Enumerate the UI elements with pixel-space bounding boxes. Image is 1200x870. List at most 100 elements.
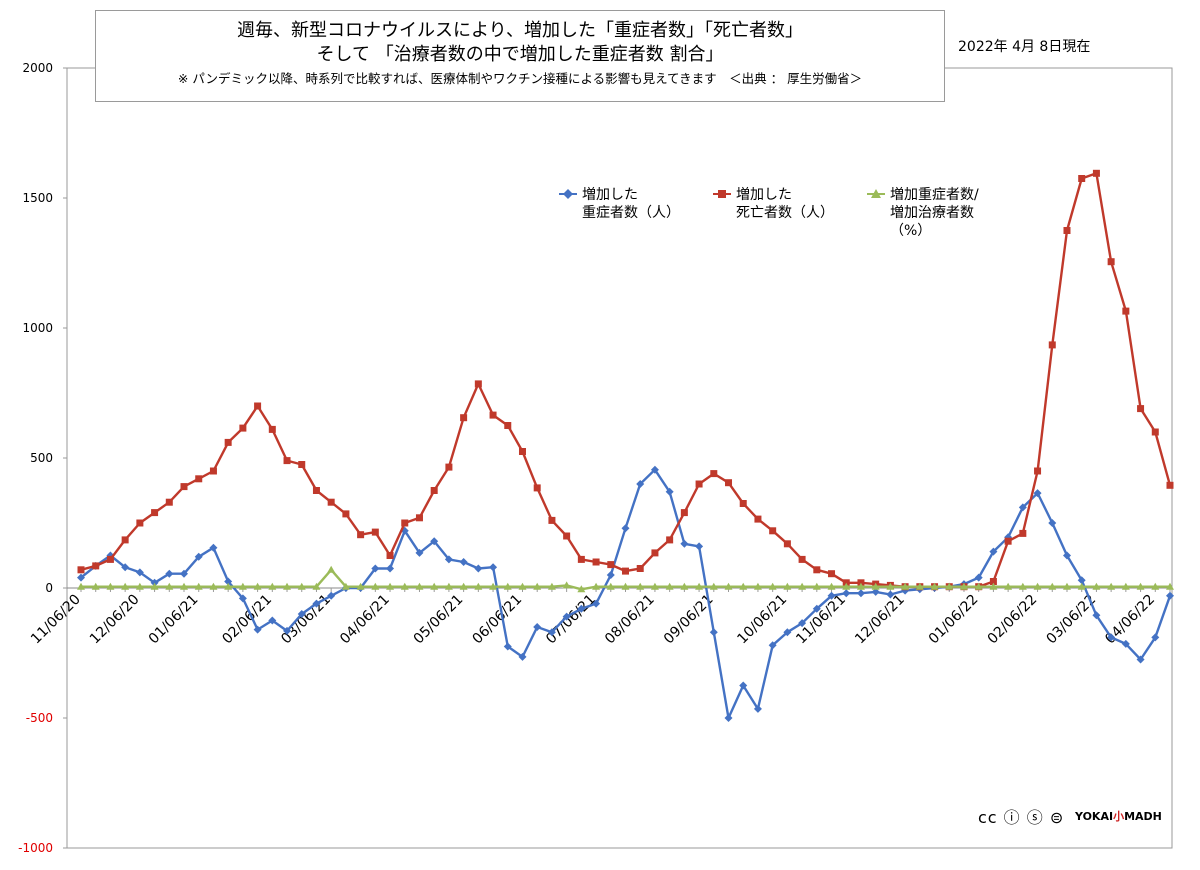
series-line-1: [80, 468, 1172, 720]
series1-point: [327, 591, 336, 600]
series3-point: [194, 582, 203, 590]
series1-point: [856, 589, 865, 598]
series3-point: [547, 582, 556, 590]
series1-point: [489, 563, 498, 572]
series3-point: [1121, 582, 1130, 590]
series3-point: [886, 582, 895, 590]
series2-point: [1004, 537, 1012, 545]
series2-point: [283, 457, 291, 465]
series3-point: [165, 582, 174, 590]
series3-point: [562, 581, 571, 589]
y-tick-label: 2000: [22, 61, 53, 75]
series3-point: [827, 582, 836, 590]
series2-point: [636, 565, 644, 572]
series2-point: [769, 527, 777, 535]
series2-point: [254, 402, 262, 410]
series2-point: [680, 509, 688, 517]
series1-point: [135, 568, 144, 577]
series2-point: [474, 380, 482, 388]
series3-point: [1077, 582, 1086, 590]
series3-point: [577, 585, 586, 593]
x-tick-label: 10/06/21: [734, 592, 790, 648]
series2-point: [445, 463, 453, 471]
chart-title-line1: 週毎、新型コロナウイルスにより、増加した「重症者数」「死亡者数」: [237, 20, 803, 41]
chart-note: ※ パンデミック以降、時系列で比較すれば、医療体制やワクチン接種による影響も見え…: [177, 71, 863, 86]
series3-point: [945, 582, 954, 590]
y-tick-label: 0: [45, 581, 53, 595]
series1-point: [77, 573, 85, 582]
series3-point: [768, 582, 777, 590]
series1-point: [1062, 551, 1071, 560]
x-tick-label: 04/06/21: [337, 592, 393, 648]
series2-point: [1092, 169, 1100, 177]
series1-point: [180, 569, 189, 578]
series1-point: [842, 589, 851, 598]
series3-point: [238, 582, 247, 590]
brand-text-c: MADH: [1124, 810, 1162, 823]
series3-point: [297, 582, 306, 590]
series2-point: [548, 516, 556, 524]
series2-point: [577, 555, 585, 563]
series3-point: [121, 582, 130, 590]
series3-point: [665, 582, 674, 590]
series2-point: [371, 528, 379, 536]
series3-point: [224, 582, 233, 590]
series2-point: [195, 475, 203, 483]
series3-point: [783, 582, 792, 590]
series3-point: [709, 582, 718, 590]
brand-text-a: YOKAI: [1075, 810, 1114, 823]
series2-point: [563, 532, 571, 540]
series1-point: [724, 714, 733, 722]
series2-point: [106, 555, 114, 563]
series2-point: [401, 519, 409, 527]
brand-text-b: 小: [1113, 810, 1125, 823]
series2-point: [518, 448, 526, 455]
series3-point: [150, 582, 159, 590]
x-tick-label: 02/06/21: [219, 592, 275, 648]
series1-point: [297, 610, 306, 618]
chart-title-line2: そして 「治療者数の中で増加した重症者数 割合」: [316, 44, 724, 65]
series1-point: [459, 558, 468, 566]
series2-point: [1151, 428, 1159, 436]
series1-point: [503, 642, 512, 651]
legend-label-deaths-2: 死亡者数（人）: [736, 205, 834, 221]
series3-point: [489, 582, 498, 590]
series1-point: [753, 704, 762, 713]
series3-point: [268, 582, 277, 590]
series2-point: [224, 438, 232, 446]
as-of-date: 2022年 4月 8日現在: [958, 39, 1091, 55]
series3-point: [518, 582, 527, 590]
series3-point: [1092, 582, 1101, 590]
series1-point: [739, 681, 748, 690]
series1-point: [1166, 591, 1174, 600]
plot-frame: [66, 67, 1173, 849]
series1-point: [253, 625, 262, 634]
series3-point: [1136, 582, 1145, 590]
series3-point: [341, 582, 350, 590]
x-tick-label: 12/06/20: [87, 592, 143, 648]
y-tick-label: 1000: [22, 321, 53, 335]
series1-point: [194, 552, 203, 561]
series3-point: [253, 582, 262, 590]
series1-point: [1121, 639, 1130, 648]
series3-point: [753, 582, 762, 590]
series2-point: [136, 519, 144, 527]
series1-point: [768, 641, 777, 650]
legend-item-deaths: 増加した 死亡者数（人）: [736, 186, 834, 222]
series2-point: [695, 480, 703, 488]
x-tick-label: 02/06/22: [985, 592, 1041, 648]
series3-point: [503, 582, 512, 590]
series3-point: [459, 582, 468, 590]
series3-point: [930, 582, 939, 590]
series3-point: [621, 582, 630, 590]
series1-point: [621, 524, 630, 533]
series1-point: [1077, 576, 1086, 585]
series1-point: [650, 465, 659, 474]
series1-point: [871, 587, 880, 596]
series2-point: [327, 498, 335, 506]
chart-title-box: 週毎、新型コロナウイルスにより、増加した「重症者数」「死亡者数」 そして 「治療…: [95, 10, 945, 102]
series1-point: [547, 628, 556, 637]
series2-point: [592, 558, 600, 566]
series1-point: [827, 591, 836, 600]
